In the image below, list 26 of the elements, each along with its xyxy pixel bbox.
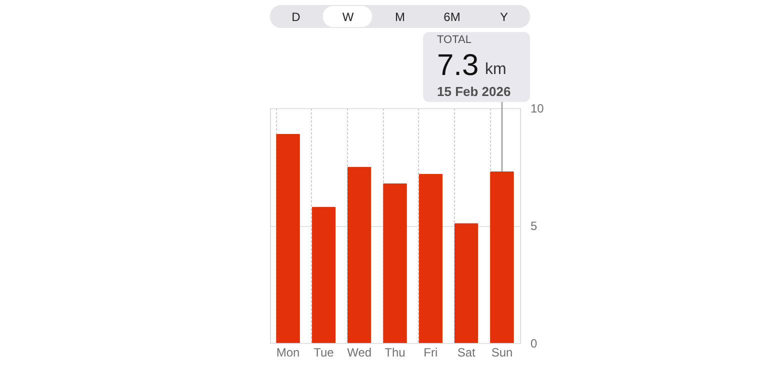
bar (454, 223, 478, 343)
text: km (485, 61, 506, 78)
bar (312, 206, 336, 343)
text: D (292, 10, 301, 24)
y-tick-label: 5 (530, 219, 538, 233)
bar (347, 166, 372, 343)
text: Y (500, 10, 508, 24)
text: 6M (444, 10, 460, 24)
x-tick-label: Thu (384, 346, 406, 360)
x-tick-label: Sat (457, 346, 476, 360)
annotation: 7.3 (437, 49, 479, 82)
y-tick-label: 0 (530, 336, 538, 350)
bar (418, 174, 443, 343)
bar (276, 134, 300, 343)
bar (383, 183, 407, 343)
x-tick-label: Tue (314, 346, 334, 360)
text: M (395, 10, 405, 24)
text: TOTAL (437, 34, 472, 46)
y-tick-label: 10 (530, 102, 544, 116)
text: 15 Feb 2026 (437, 84, 511, 99)
bar (490, 171, 514, 343)
x-tick-label: Fri (424, 346, 438, 360)
x-tick-label: Sun (491, 346, 513, 360)
x-tick-label: Wed (347, 346, 372, 360)
text: W (342, 10, 354, 24)
x-tick-label: Mon (276, 346, 300, 360)
